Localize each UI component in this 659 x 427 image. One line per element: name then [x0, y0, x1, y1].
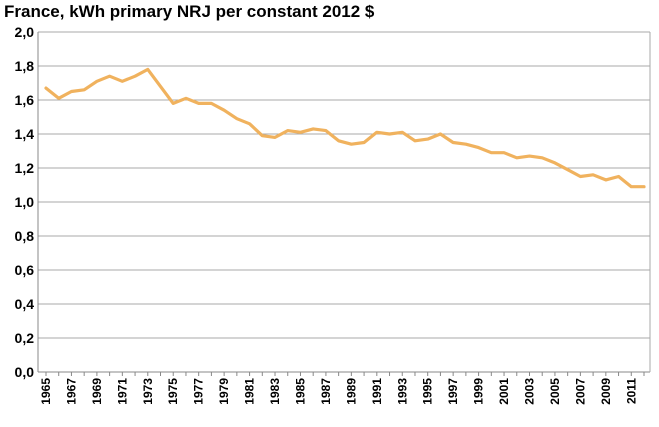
data-point	[261, 134, 264, 137]
data-point	[82, 88, 86, 92]
data-point	[401, 131, 404, 134]
y-tick-label: 0,0	[15, 364, 35, 380]
data-point	[553, 161, 557, 165]
data-point	[350, 143, 353, 146]
data-point	[44, 86, 48, 90]
series-layer	[44, 67, 646, 189]
data-point	[375, 131, 379, 134]
x-tick-label: 1981	[243, 378, 257, 405]
y-tick-label: 1,6	[15, 92, 35, 108]
chart-title: France, kWh primary NRJ per constant 201…	[4, 2, 375, 21]
x-tick-label: 1967	[64, 378, 78, 405]
x-tick-label: 1965	[39, 378, 53, 405]
data-point	[95, 80, 99, 83]
y-tick-label: 1,8	[15, 58, 35, 74]
data-point	[299, 131, 302, 134]
data-point	[464, 143, 468, 146]
x-tick-label: 1985	[293, 378, 307, 405]
data-point	[273, 136, 277, 139]
data-point	[642, 185, 646, 188]
data-point	[451, 141, 455, 144]
data-point	[413, 139, 417, 142]
data-point	[311, 127, 315, 131]
data-point	[591, 173, 595, 176]
y-tick-label: 1,4	[15, 126, 35, 142]
data-point	[210, 102, 213, 105]
x-tick-label: 1991	[370, 378, 384, 405]
y-tick-label: 0,4	[15, 296, 35, 312]
y-tick-label: 1,0	[15, 194, 35, 210]
x-tick-label: 1979	[217, 378, 231, 405]
data-point	[579, 175, 582, 178]
data-point	[286, 129, 289, 132]
data-point	[235, 117, 239, 120]
x-tick-label: 2011	[624, 378, 638, 404]
x-tick-label: 1969	[90, 378, 104, 405]
x-tick-label: 2005	[548, 378, 562, 405]
y-tick-label: 0,6	[15, 262, 35, 278]
data-point	[172, 102, 175, 105]
data-point	[184, 97, 188, 100]
x-tick-label: 1975	[166, 378, 180, 405]
y-tick-label: 1,2	[15, 160, 35, 176]
x-tick-label: 2003	[522, 378, 536, 405]
data-point	[159, 85, 162, 88]
y-tick-label: 0,2	[15, 330, 35, 346]
x-tick-label: 2001	[497, 378, 511, 405]
data-point	[324, 129, 328, 132]
axes	[37, 32, 651, 376]
series-line	[44, 67, 646, 189]
data-point	[515, 156, 518, 159]
data-point	[362, 141, 366, 144]
data-point	[566, 168, 569, 171]
data-point	[477, 146, 480, 149]
x-tick-label: 1977	[192, 378, 206, 405]
data-point	[108, 75, 111, 78]
data-point	[617, 175, 620, 178]
x-tick-label: 1999	[472, 378, 486, 405]
x-tick-label: 1995	[421, 378, 435, 405]
data-point	[222, 109, 226, 112]
x-tick-label: 2009	[599, 378, 613, 405]
data-point	[146, 68, 149, 71]
data-point	[528, 154, 531, 158]
x-tick-label: 1973	[141, 378, 155, 405]
data-point	[502, 151, 506, 154]
y-tick-label: 0,8	[15, 228, 35, 244]
data-point	[490, 151, 493, 154]
y-axis-ticks: 0,0 0,2 0,4 0,6 0,8 1,0 1,2 1,4 1,6 1,8 2,0	[15, 24, 35, 380]
data-point	[133, 75, 137, 78]
x-tick-label: 1983	[268, 378, 282, 405]
data-point	[197, 102, 200, 105]
data-point	[70, 90, 73, 93]
data-point	[439, 132, 442, 136]
data-point	[604, 178, 608, 182]
y-tick-label: 2,0	[15, 24, 35, 40]
data-point	[630, 185, 633, 188]
x-tick-label: 1971	[115, 378, 129, 405]
x-tick-label: 2007	[573, 378, 587, 405]
data-point	[426, 137, 429, 141]
x-tick-label: 1989	[344, 378, 358, 405]
data-point	[541, 156, 544, 159]
data-point	[57, 97, 60, 100]
x-tick-label: 1993	[395, 378, 409, 405]
x-axis-ticks: 1965 1967 1969 1971 1973 1975 1977 1979 1981 1983…	[39, 378, 638, 405]
data-point	[121, 80, 124, 83]
data-point	[248, 122, 251, 126]
x-tick-label: 1997	[446, 378, 460, 405]
data-point	[388, 132, 391, 136]
data-point	[337, 139, 340, 142]
x-tick-label: 1987	[319, 378, 333, 405]
gridlines	[38, 31, 650, 339]
